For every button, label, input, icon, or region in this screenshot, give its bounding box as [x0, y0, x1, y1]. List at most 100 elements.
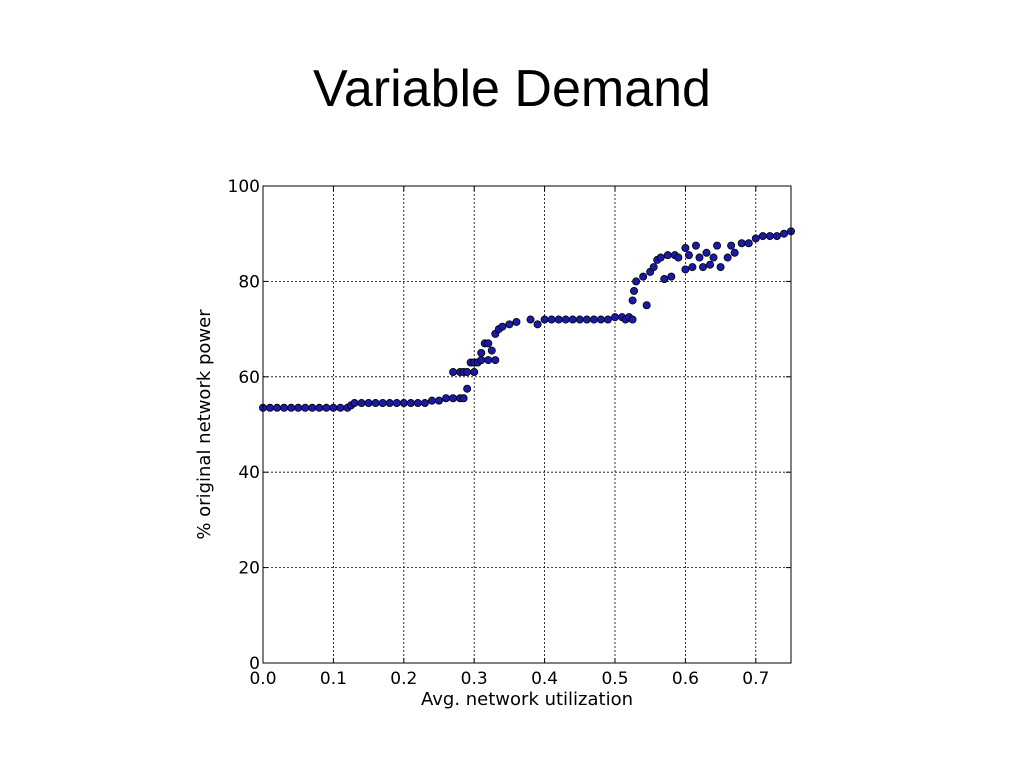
scatter-point: [484, 356, 493, 365]
scatter-point: [406, 399, 415, 408]
scatter-point: [547, 315, 556, 324]
scatter-point: [674, 253, 683, 262]
scatter-point: [628, 315, 637, 324]
scatter-point: [660, 275, 669, 284]
scatter-point: [449, 368, 458, 377]
scatter-point: [459, 394, 468, 403]
scatter-point: [702, 248, 711, 257]
scatter-point: [561, 315, 570, 324]
scatter-point: [484, 339, 493, 348]
scatter-point: [399, 399, 408, 408]
scatter-point: [772, 232, 781, 241]
scatter-point: [301, 403, 310, 412]
scatter-point: [713, 241, 722, 250]
scatter-point: [709, 253, 718, 262]
scatter-point: [667, 272, 676, 281]
scatter-point: [603, 315, 612, 324]
scatter-point: [357, 399, 366, 408]
scatter-point: [684, 251, 693, 260]
grid-lines: [263, 186, 791, 663]
scatter-point: [329, 403, 338, 412]
y-axis-label: % original network power: [194, 309, 215, 540]
scatter-point: [642, 301, 651, 310]
scatter-point: [378, 399, 387, 408]
scatter-point: [491, 356, 500, 365]
scatter-point: [385, 399, 394, 408]
scatter-point: [639, 272, 648, 281]
scatter-point: [350, 399, 359, 408]
scatter-point: [568, 315, 577, 324]
scatter-point: [730, 248, 739, 257]
scatter-point: [477, 348, 486, 357]
scatter-point: [758, 232, 767, 241]
x-tick-label: 0.2: [390, 669, 417, 689]
scatter-point: [371, 399, 380, 408]
scatter-point: [699, 263, 708, 272]
y-tick-label: 60: [238, 368, 260, 388]
scatter-point: [611, 313, 620, 322]
scatter-point: [434, 396, 443, 405]
scatter-point: [487, 346, 496, 355]
x-tick-label: 0.5: [601, 669, 628, 689]
scatter-point: [420, 399, 429, 408]
y-tick-labels: 0 20 40 60 80 100: [228, 177, 260, 674]
scatter-point: [449, 394, 458, 403]
scatter-point: [575, 315, 584, 324]
scatter-point: [706, 260, 715, 269]
y-tick-label: 100: [228, 177, 260, 197]
x-tick-label: 0.1: [320, 669, 347, 689]
scatter-point: [779, 229, 788, 238]
scatter-point: [744, 239, 753, 248]
scatter-point: [663, 251, 672, 260]
scatter-point: [273, 403, 282, 412]
scatter-point: [280, 403, 289, 412]
scatter-point: [628, 296, 637, 305]
scatter-point: [681, 265, 690, 274]
y-tick-label: 20: [238, 559, 260, 579]
scatter-point: [470, 368, 479, 377]
scatter-point: [364, 399, 373, 408]
scatter-point: [498, 322, 507, 331]
scatter-point: [656, 253, 665, 262]
x-tick-label: 0.7: [742, 669, 769, 689]
scatter-point: [505, 320, 514, 329]
scatter-point: [630, 286, 639, 295]
scatter-point: [315, 403, 324, 412]
scatter-point: [294, 403, 303, 412]
scatter-point: [463, 384, 472, 393]
scatter-point: [287, 403, 296, 412]
scatter-point: [427, 396, 436, 405]
data-points: [258, 227, 796, 412]
scatter-point: [533, 320, 542, 329]
x-tick-label: 0.6: [672, 669, 699, 689]
scatter-point: [582, 315, 591, 324]
y-tick-label: 40: [238, 463, 260, 483]
scatter-point: [442, 394, 451, 403]
scatter-point: [596, 315, 605, 324]
x-axis-label: Avg. network utilization: [421, 689, 633, 710]
slide-title: Variable Demand: [313, 60, 711, 118]
scatter-point: [695, 253, 704, 262]
y-tick-label: 80: [238, 272, 260, 292]
scatter-point: [526, 315, 535, 324]
scatter-point: [737, 239, 746, 248]
scatter-point: [308, 403, 317, 412]
x-tick-label: 0.3: [461, 669, 488, 689]
scatter-point: [716, 263, 725, 272]
scatter-point: [392, 399, 401, 408]
scatter-point: [477, 356, 486, 365]
scatter-point: [463, 368, 472, 377]
scatter-point: [413, 399, 422, 408]
scatter-point: [336, 403, 345, 412]
scatter-point: [540, 315, 549, 324]
scatter-point: [765, 232, 774, 241]
scatter-point: [266, 403, 275, 412]
scatter-point: [322, 403, 331, 412]
scatter-point: [512, 317, 521, 326]
scatter-point: [727, 241, 736, 250]
scatter-point: [691, 241, 700, 250]
scatter-point: [751, 234, 760, 243]
y-tick-label: 0: [249, 654, 260, 674]
plot-frame: [262, 185, 792, 664]
